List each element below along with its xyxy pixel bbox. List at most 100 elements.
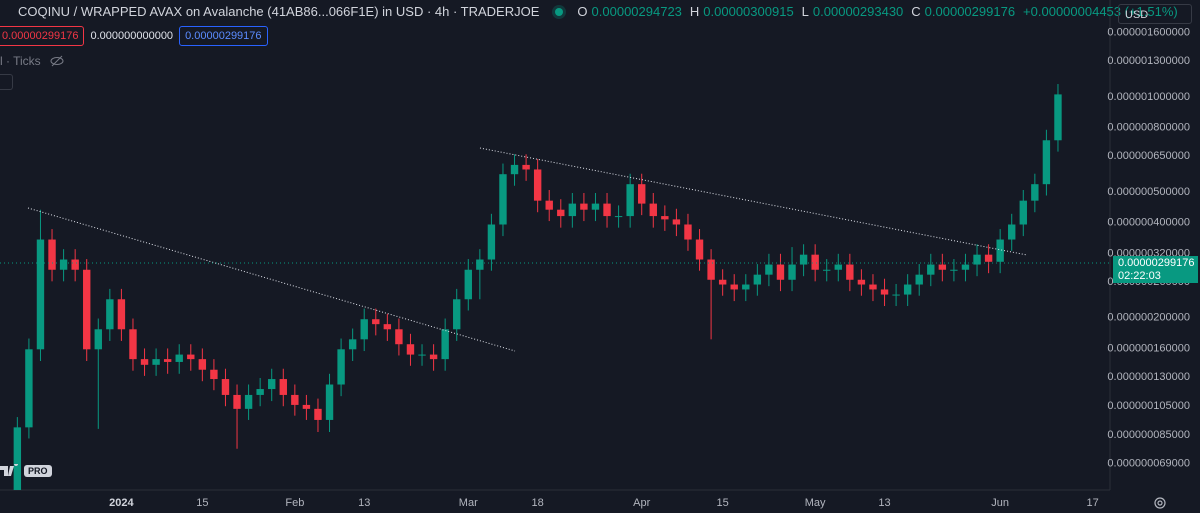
candle-body bbox=[973, 254, 981, 265]
candle-body bbox=[36, 239, 45, 350]
candle-body bbox=[25, 349, 33, 428]
candle-body bbox=[268, 379, 276, 390]
collapse-button[interactable] bbox=[0, 74, 13, 90]
settings-icon[interactable] bbox=[1154, 497, 1166, 509]
candle-body bbox=[950, 269, 958, 271]
candle-body bbox=[163, 359, 172, 362]
candle-body bbox=[83, 269, 91, 350]
candle-body bbox=[857, 279, 866, 285]
price-tag: 0.00000299176 02:22:03 bbox=[1113, 256, 1198, 283]
candle-body bbox=[649, 203, 657, 217]
candle-body bbox=[603, 203, 611, 217]
candle-body bbox=[499, 174, 507, 225]
currency-select[interactable]: USD bbox=[1118, 4, 1192, 24]
candle-body bbox=[718, 279, 727, 285]
candle-body bbox=[591, 203, 600, 210]
candle-body bbox=[395, 329, 403, 345]
y-tick-label: 0.000000400000 bbox=[1107, 217, 1190, 229]
candle-body bbox=[198, 359, 207, 370]
ohlc-label: H bbox=[689, 4, 700, 19]
ohlc-value: 0.00000300915 bbox=[703, 4, 794, 19]
candle-body bbox=[823, 269, 831, 271]
y-tick-label: 0.000000200000 bbox=[1107, 312, 1190, 324]
candle-body bbox=[510, 164, 519, 175]
candle-body bbox=[580, 203, 588, 210]
candle-body bbox=[996, 239, 1004, 262]
x-tick-label: 18 bbox=[532, 497, 544, 509]
candle-body bbox=[487, 224, 496, 260]
x-tick-label: 2024 bbox=[109, 497, 134, 509]
candle-body bbox=[638, 184, 646, 204]
currency[interactable]: USD bbox=[1125, 9, 1149, 21]
candle-body bbox=[545, 200, 553, 210]
candle-body bbox=[869, 284, 877, 290]
candle-body bbox=[129, 329, 137, 360]
candle-body bbox=[175, 354, 183, 362]
ohlc-value: 0.00000293430 bbox=[812, 4, 904, 19]
candle-body bbox=[360, 319, 368, 340]
candle-body bbox=[730, 284, 738, 290]
logo-mark bbox=[0, 464, 18, 476]
candle-body bbox=[533, 169, 542, 201]
candle-body bbox=[291, 394, 299, 405]
candle-body bbox=[1042, 140, 1051, 185]
candle-body bbox=[672, 219, 681, 225]
spread: 0.000000000000 bbox=[90, 30, 174, 42]
candle-body bbox=[152, 359, 160, 365]
candle-body bbox=[406, 344, 415, 355]
x-tick-label: 13 bbox=[358, 497, 370, 509]
chart-title: COQINU / WRAPPED AVAX on Avalanche (41AB… bbox=[18, 4, 540, 19]
candle-body bbox=[372, 319, 380, 325]
gear-core[interactable] bbox=[1157, 500, 1163, 506]
y-tick-label: 0.000000130000 bbox=[1107, 371, 1190, 383]
candle-body bbox=[233, 394, 241, 409]
x-tick-label: Apr bbox=[633, 497, 650, 509]
logo: PRO bbox=[0, 464, 52, 478]
y-tick-label: 0.000000650000 bbox=[1107, 150, 1190, 162]
candle-body bbox=[522, 164, 530, 170]
x-tick-label: Feb bbox=[285, 497, 304, 509]
candle-body bbox=[453, 299, 461, 330]
candle-body bbox=[742, 284, 750, 290]
hide-icon[interactable] bbox=[49, 55, 65, 67]
candle-body bbox=[476, 259, 484, 270]
candle-body bbox=[302, 404, 311, 409]
ohlc-value: 0.00000299176 bbox=[924, 4, 1016, 19]
candle-body bbox=[961, 264, 970, 270]
indicator-name: l · Ticks bbox=[0, 54, 41, 68]
x-tick-label: 15 bbox=[196, 497, 208, 509]
candle-body bbox=[348, 339, 357, 350]
chart-header: COQINU / WRAPPED AVAX on Avalanche (41AB… bbox=[18, 4, 1182, 19]
y-tick-label: 0.000000085000 bbox=[1107, 429, 1190, 441]
candle-body bbox=[1019, 200, 1027, 225]
buy-button[interactable]: 0.00000299176 bbox=[179, 26, 268, 46]
candle-body bbox=[614, 216, 623, 218]
candle-body bbox=[880, 289, 889, 295]
candle-body bbox=[48, 239, 56, 270]
candle-body bbox=[71, 259, 79, 270]
candle-body bbox=[903, 284, 912, 295]
candle-body bbox=[938, 264, 947, 270]
status-dot bbox=[555, 7, 564, 16]
candle-body bbox=[418, 354, 426, 356]
candle-body bbox=[187, 354, 195, 360]
x-tick-label: Jun bbox=[991, 497, 1009, 509]
candle-body bbox=[221, 379, 230, 395]
candle-body bbox=[383, 324, 392, 330]
order-boxes: 0.00000299176 0.000000000000 0.000002991… bbox=[0, 26, 268, 46]
candle-body bbox=[695, 239, 704, 260]
y-tick-label: 0.000001300000 bbox=[1107, 55, 1190, 67]
candle-body bbox=[337, 349, 345, 385]
candle-body bbox=[626, 184, 634, 217]
trendline bbox=[479, 147, 1028, 256]
candle-body bbox=[684, 224, 692, 240]
candle-body bbox=[927, 264, 935, 275]
sell-button[interactable]: 0.00000299176 bbox=[0, 26, 85, 46]
ohlc-label: C bbox=[911, 4, 921, 19]
logo-badge: PRO bbox=[24, 465, 52, 477]
candle-body bbox=[846, 264, 854, 280]
gear[interactable] bbox=[1154, 497, 1166, 509]
ohlc-value: 0.00000294723 bbox=[591, 4, 682, 19]
candle-body bbox=[568, 203, 577, 217]
